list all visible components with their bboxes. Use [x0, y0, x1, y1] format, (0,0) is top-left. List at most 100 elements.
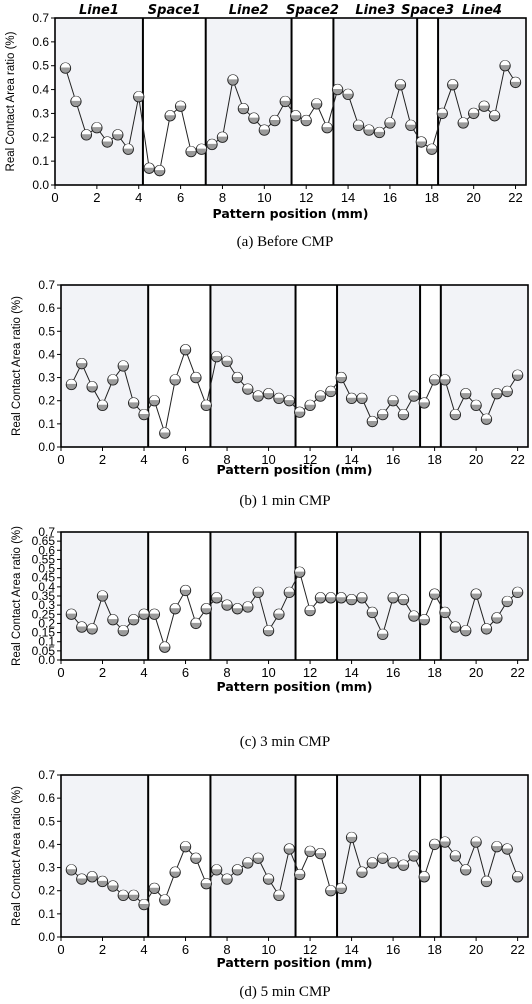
data-point-highlight: [364, 124, 374, 130]
y-tick-label: 0.3: [38, 598, 55, 612]
x-tick-label: 18: [427, 665, 441, 680]
region-band: [61, 285, 149, 447]
region-label: Line2: [229, 3, 269, 18]
data-point-highlight: [191, 853, 201, 858]
chart-panel-1: 0.0 0.1 0.2 0.3 0.4 0.5 0.6 0.7 0 2 4 6 8 10 12 14 16 18 2…: [11, 278, 529, 509]
x-tick-label: 18: [427, 452, 441, 467]
data-point-highlight: [201, 603, 211, 609]
data-point-highlight: [398, 594, 409, 600]
data-point-highlight: [333, 84, 343, 89]
data-point-highlight: [270, 115, 280, 120]
x-tick-label: 2: [93, 190, 100, 205]
region-band: [417, 18, 439, 185]
data-point-highlight: [280, 96, 290, 101]
data-point-highlight: [108, 374, 118, 380]
data-point-highlight: [336, 372, 346, 377]
data-point-highlight: [243, 857, 253, 863]
data-point-highlight: [232, 372, 243, 377]
data-point-highlight: [450, 621, 460, 627]
data-point-highlight: [201, 400, 211, 405]
x-tick-label: 20: [469, 665, 483, 680]
data-point-highlight: [77, 621, 87, 627]
data-point-highlight: [165, 110, 175, 116]
data-point-highlight: [492, 612, 502, 618]
y-tick-label: 0.5: [32, 59, 49, 73]
y-tick-label: 0.1: [38, 417, 55, 431]
x-tick-label: 0: [57, 452, 64, 467]
y-tick-label: 0.1: [38, 907, 55, 921]
data-point-highlight: [357, 867, 367, 872]
x-tick-label: 10: [261, 942, 275, 957]
data-point-highlight: [295, 407, 305, 412]
region-band: [420, 285, 441, 447]
data-point-highlight: [479, 101, 489, 106]
data-point-highlight: [259, 124, 269, 130]
data-point-highlight: [398, 409, 409, 414]
y-tick-label: 0.25: [32, 607, 56, 621]
x-tick-label: 14: [344, 942, 358, 957]
data-point-highlight: [343, 89, 353, 94]
data-point-highlight: [346, 832, 357, 837]
x-tick-label: 12: [299, 190, 313, 205]
y-tick-label: 0.2: [38, 394, 55, 408]
data-point-highlight: [419, 614, 429, 620]
data-point-highlight: [263, 625, 274, 631]
data-point-highlight: [385, 117, 395, 123]
x-tick-label: 20: [469, 452, 483, 467]
data-point-highlight: [374, 127, 385, 132]
y-tick-label: 0.55: [32, 552, 56, 566]
x-tick-label: 6: [177, 190, 184, 205]
data-point-highlight: [170, 603, 180, 609]
data-point-highlight: [461, 864, 471, 870]
region-label: Line3: [355, 3, 395, 18]
data-point-highlight: [212, 592, 222, 598]
data-point-highlight: [77, 873, 87, 879]
data-point-highlight: [180, 841, 191, 847]
data-point-highlight: [134, 91, 144, 97]
data-point-highlight: [263, 388, 274, 394]
y-tick-label: 0.0: [32, 178, 49, 192]
data-point-highlight: [315, 390, 326, 396]
data-point-highlight: [378, 853, 388, 858]
data-point-highlight: [222, 873, 232, 879]
data-point-highlight: [222, 599, 232, 605]
x-tick-label: 18: [427, 942, 441, 957]
data-point-highlight: [212, 864, 222, 870]
data-point-highlight: [492, 841, 502, 847]
data-point-highlight: [471, 588, 481, 594]
region-band: [295, 285, 338, 447]
data-point-highlight: [295, 567, 305, 572]
data-point-highlight: [87, 871, 97, 877]
region-band: [61, 775, 149, 937]
data-point-highlight: [440, 607, 450, 612]
data-point-highlight: [481, 623, 492, 629]
data-point-highlight: [326, 386, 336, 391]
data-point-highlight: [144, 163, 154, 168]
data-point-highlight: [305, 400, 315, 405]
data-point-highlight: [367, 857, 377, 863]
plot-frame: [54, 17, 527, 186]
data-point-highlight: [180, 344, 191, 350]
x-tick-label: 6: [182, 452, 189, 467]
data-point-highlight: [160, 642, 170, 647]
data-point-highlight: [406, 120, 416, 125]
data-point-highlight: [149, 395, 159, 401]
data-point-highlight: [427, 144, 437, 149]
x-tick-label: 10: [257, 190, 271, 205]
region-band: [210, 532, 296, 660]
data-point-highlight: [430, 588, 440, 594]
data-point-highlight: [71, 96, 81, 101]
data-point-highlight: [513, 370, 523, 375]
data-point-highlight: [212, 351, 222, 357]
data-point-highlight: [471, 400, 481, 405]
data-point-highlight: [253, 587, 263, 592]
data-point-highlight: [502, 596, 512, 601]
data-point-highlight: [118, 360, 128, 366]
data-point-highlight: [461, 388, 471, 394]
panel-caption: (a) Before CMP: [237, 234, 334, 250]
data-point-highlight: [186, 146, 196, 151]
y-tick-label: 0.35: [32, 589, 56, 603]
y-tick-label: 0.7: [38, 278, 55, 292]
data-point-highlight: [312, 98, 322, 104]
data-point-highlight: [500, 60, 510, 66]
